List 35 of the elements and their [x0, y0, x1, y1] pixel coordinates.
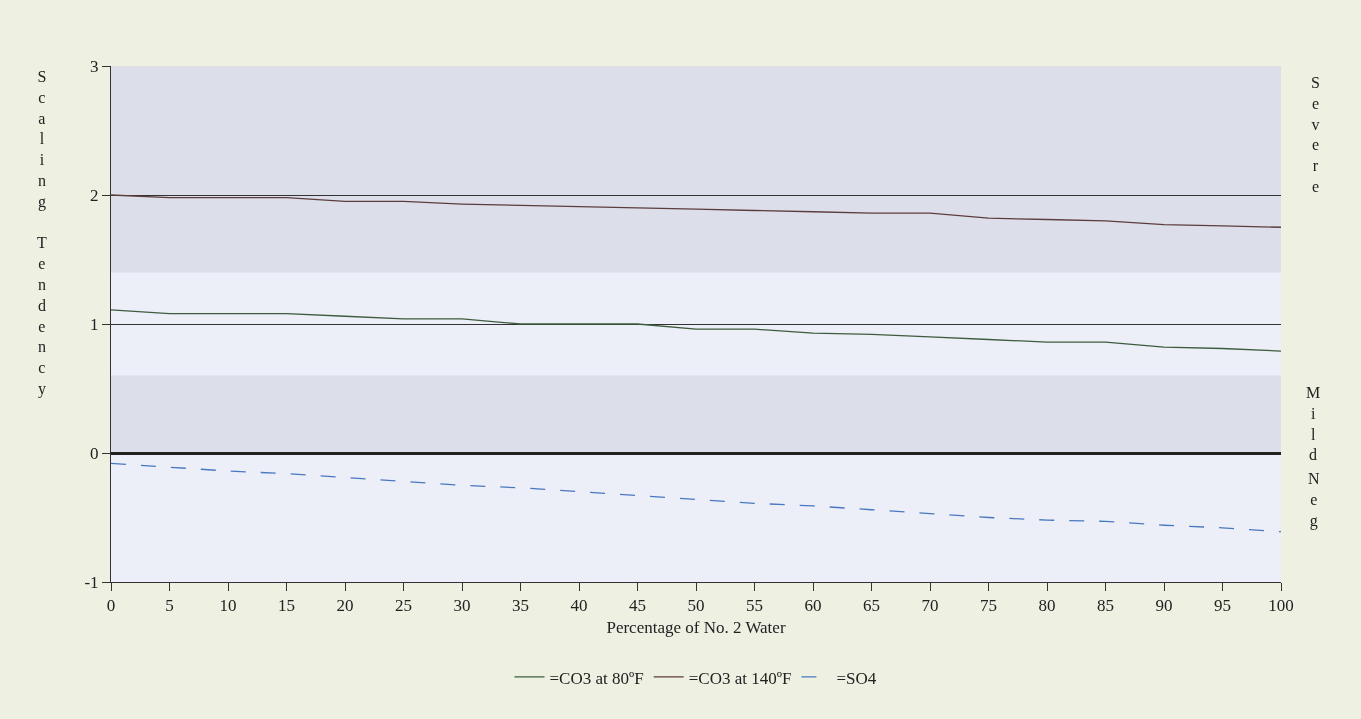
band-label: Severe — [1311, 74, 1320, 195]
x-tick-label: 65 — [863, 596, 880, 616]
legend-label: =CO3 at 140ºF — [688, 668, 792, 688]
x-tick-label: 40 — [570, 596, 588, 616]
x-tick-label: 20 — [336, 596, 354, 616]
y-tick-label: -1 — [84, 572, 99, 592]
y-tick-label: 1 — [90, 314, 99, 334]
x-tick-label: 25 — [395, 596, 412, 616]
line-series — [111, 462, 1281, 533]
x-tick-label: 100 — [1268, 596, 1294, 616]
x-tick-label: 35 — [512, 596, 529, 616]
x-tick-label: 50 — [687, 596, 705, 616]
x-tick-label: 60 — [804, 596, 822, 616]
x-tick-label: 85 — [1097, 596, 1114, 616]
x-tick-label: 90 — [1155, 596, 1173, 616]
band-label: Mild — [1306, 384, 1321, 464]
x-tick-label: 30 — [453, 596, 471, 616]
y-tick-label: 0 — [90, 443, 99, 463]
x-tick-label: 70 — [921, 596, 939, 616]
x-tick-label: 95 — [1214, 596, 1231, 616]
y-tick-label: 3 — [90, 56, 99, 76]
x-tick-label: 55 — [746, 596, 763, 616]
text: Neg — [1308, 470, 1320, 530]
x-axis-title: Percentage of No. 2 Water — [606, 617, 786, 637]
x-tick-label: 15 — [278, 596, 295, 616]
x-tick-label: 75 — [980, 596, 997, 616]
text: Scaling Tendency — [37, 68, 47, 397]
x-tick-label: 45 — [629, 596, 646, 616]
legend-label: =SO4 — [836, 668, 877, 688]
x-tick-label: 0 — [106, 596, 116, 616]
y-tick-label: 2 — [90, 185, 99, 205]
x-tick-label: 5 — [165, 596, 174, 616]
x-tick-label: 10 — [219, 596, 237, 616]
x-tick-label: 80 — [1038, 596, 1056, 616]
legend-label: =CO3 at 80ºF — [549, 668, 644, 688]
